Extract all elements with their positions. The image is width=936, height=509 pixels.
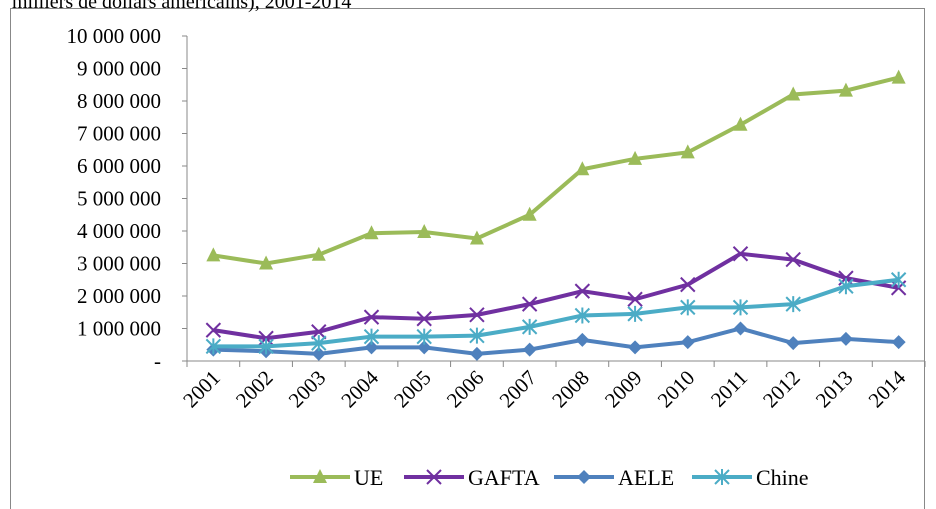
point: [311, 246, 326, 261]
point: [574, 283, 591, 299]
point: [838, 82, 853, 97]
point: [364, 340, 379, 355]
y-tick-label: 8 000 000: [77, 89, 161, 113]
y-tick-label: 1 000 000: [77, 317, 161, 341]
x-tick-label: 2013: [811, 366, 858, 413]
x-tick-label: 2007: [495, 366, 542, 413]
x-tick-label: 2014: [864, 365, 911, 412]
point: [469, 307, 485, 323]
y-tick-label: 5 000 000: [77, 187, 161, 211]
point: [522, 342, 537, 357]
point: [469, 327, 485, 344]
point: [416, 328, 432, 345]
point: [891, 69, 906, 84]
point: [364, 225, 379, 240]
legend-marker: [577, 470, 591, 484]
point: [417, 223, 432, 238]
y-tick-label: 3 000 000: [77, 252, 161, 276]
legend-marker: [426, 469, 442, 485]
point: [680, 299, 696, 316]
frame: [10, 8, 925, 509]
series-line: [213, 326, 899, 356]
point: [838, 278, 854, 295]
y-tick-label: 4 000 000: [77, 219, 161, 243]
y-tick-label: 10 000 000: [67, 24, 162, 48]
point: [680, 144, 695, 159]
point: [205, 338, 222, 355]
x-tick-label: 2012: [758, 366, 805, 413]
point: [732, 246, 749, 262]
point: [786, 86, 801, 101]
point: [680, 276, 696, 293]
point: [628, 340, 643, 355]
legend-label: AELE: [618, 465, 674, 490]
point: [733, 321, 748, 336]
point: [627, 305, 643, 322]
point: [521, 318, 538, 335]
point: [575, 332, 590, 347]
point: [363, 309, 380, 325]
point: [311, 324, 327, 340]
point: [575, 161, 590, 176]
legend-marker: [714, 469, 730, 485]
x-tick-label: 2001: [178, 366, 225, 413]
x-tick-label: 2002: [231, 366, 278, 413]
legend-label: GAFTA: [468, 465, 540, 490]
x-tick-label: 2005: [389, 366, 436, 413]
point: [785, 251, 801, 268]
point: [680, 335, 695, 350]
point: [258, 338, 274, 355]
point: [416, 311, 432, 327]
point: [469, 346, 484, 361]
x-tick-label: 2008: [547, 366, 594, 413]
point: [890, 271, 907, 288]
point: [522, 206, 537, 221]
x-tick-label: 2009: [600, 366, 647, 413]
x-tick-label: 2004: [336, 365, 383, 412]
point: [785, 296, 801, 313]
y-tick-label: 6 000 000: [77, 154, 161, 178]
series-line: [213, 251, 900, 341]
point: [627, 291, 643, 307]
chart-title: milliers de dollars américains), 2001-20…: [12, 0, 351, 13]
point: [205, 322, 222, 338]
x-tick-label: 2010: [653, 366, 700, 413]
x-tick-label: 2003: [284, 366, 331, 413]
point: [259, 255, 274, 270]
point: [469, 230, 484, 245]
point: [311, 335, 327, 352]
series-line: [213, 277, 899, 349]
legend-label: UE: [354, 465, 383, 490]
y-tick-label: -: [154, 349, 161, 373]
point: [732, 299, 749, 316]
point: [521, 296, 538, 312]
point: [628, 150, 643, 165]
point: [733, 116, 748, 131]
point: [838, 331, 853, 346]
point: [891, 335, 906, 350]
point: [311, 346, 326, 361]
point: [417, 340, 432, 355]
y-tick-label: 7 000 000: [77, 122, 161, 146]
legend-label: Chine: [756, 465, 809, 490]
y-tick-label: 9 000 000: [77, 57, 161, 81]
point: [363, 328, 380, 345]
legend-marker: [313, 469, 327, 483]
x-tick-label: 2006: [442, 366, 489, 413]
point: [786, 336, 801, 351]
y-tick-label: 2 000 000: [77, 284, 161, 308]
point: [206, 247, 221, 262]
x-tick-label: 2011: [706, 366, 752, 412]
point: [574, 307, 591, 324]
series-line: [213, 75, 900, 266]
